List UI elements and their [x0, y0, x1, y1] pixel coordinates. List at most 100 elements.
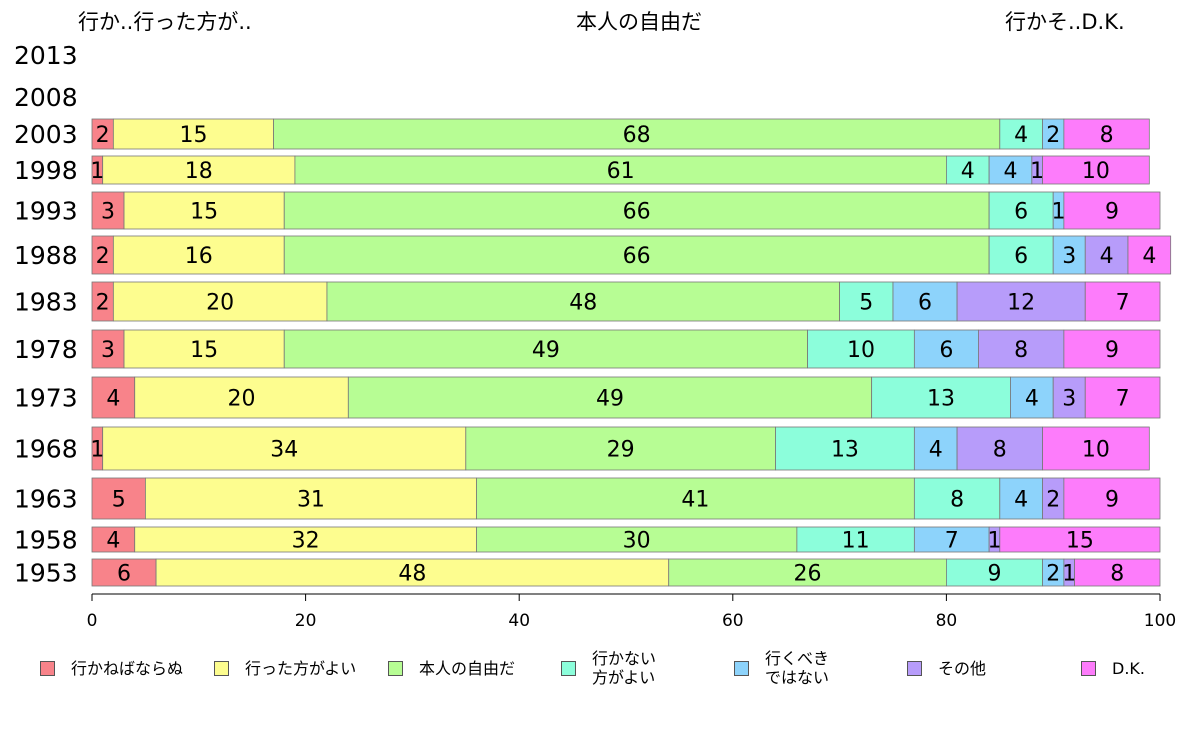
data-label: 15	[179, 123, 207, 148]
data-label: 9	[1105, 338, 1119, 363]
bar-segment	[326, 281, 841, 322]
legend-swatch	[214, 660, 229, 676]
data-label: 9	[1105, 488, 1119, 513]
legend-swatch	[1081, 660, 1096, 676]
data-label: 2	[96, 123, 110, 148]
bar-segment	[988, 235, 1054, 275]
data-label: 18	[185, 159, 213, 184]
bar-segment	[123, 191, 285, 230]
legend-label: 行った方がよい	[245, 658, 357, 678]
legend-swatch	[40, 660, 55, 676]
data-label: 48	[569, 291, 597, 316]
bar-segment	[1052, 235, 1086, 275]
bar-segment	[1063, 118, 1150, 150]
legend-label: 行かない 方がよい	[592, 649, 657, 687]
data-label: 15	[190, 338, 218, 363]
data-label: 8	[1110, 562, 1124, 587]
data-label: 5	[112, 488, 126, 513]
data-label: 10	[847, 338, 875, 363]
data-label: 10	[1082, 159, 1110, 184]
data-label: 31	[297, 488, 325, 513]
legend-swatch	[734, 660, 749, 676]
data-label: 9	[987, 562, 1001, 587]
legend-swatch	[907, 660, 922, 676]
bar-segment	[1042, 426, 1150, 471]
data-label: 2	[1046, 123, 1060, 148]
bar-segment	[956, 426, 1043, 471]
bar-segment	[91, 191, 125, 230]
data-label: 6	[939, 338, 953, 363]
bar-segment	[91, 558, 157, 587]
data-label: 16	[185, 244, 213, 269]
data-label: 3	[1062, 387, 1076, 412]
x-tick-label: 0	[87, 611, 98, 631]
bar-segment	[134, 376, 349, 419]
bar-segment	[112, 235, 285, 275]
data-label: 3	[101, 200, 115, 225]
bar-segment	[347, 376, 873, 419]
data-label: 66	[623, 244, 651, 269]
data-label: 12	[1007, 291, 1035, 316]
legend-item: 行くべき ではない	[734, 648, 829, 688]
data-label: 49	[532, 338, 560, 363]
data-label: 4	[1003, 159, 1017, 184]
bar-segment	[988, 191, 1054, 230]
data-label: 4	[961, 159, 975, 184]
data-label: 26	[794, 562, 822, 587]
bar-segment	[668, 558, 947, 587]
x-tick-label: 60	[722, 611, 744, 631]
bar-segment	[1074, 558, 1161, 587]
x-tick-label: 20	[295, 611, 317, 631]
legend-label: その他	[938, 658, 987, 678]
bar-segment	[273, 118, 1001, 150]
bar-segment	[91, 477, 146, 520]
bar-segment	[1084, 281, 1161, 322]
category-label: 1958	[14, 526, 78, 555]
bar-segment	[999, 118, 1043, 150]
bar-segment	[102, 155, 296, 185]
data-label: 11	[842, 529, 870, 554]
category-label: 1963	[14, 485, 78, 514]
legend: 行かねばならぬ 行った方がよい 本人の自由だ 行かない 方がよい 行くべき ではない その…	[0, 646, 1188, 706]
bar-segment	[1052, 376, 1086, 419]
data-label: 2	[1046, 488, 1060, 513]
data-label: 13	[831, 438, 859, 463]
data-label: 2	[96, 291, 110, 316]
data-label: 4	[1025, 387, 1039, 412]
legend-item: D.K.	[1081, 648, 1145, 688]
data-label: 7	[1116, 291, 1130, 316]
data-label: 2	[96, 244, 110, 269]
data-label: 20	[228, 387, 256, 412]
top-label-center: 本人の自由だ	[576, 10, 702, 34]
legend-item: その他	[907, 648, 986, 688]
bar-segment	[91, 376, 136, 419]
category-label: 1978	[14, 335, 78, 364]
data-label: 9	[1105, 200, 1119, 225]
bar-segment	[465, 426, 776, 471]
legend-label: 行くべき ではない	[765, 649, 830, 687]
data-label: 1	[90, 438, 104, 463]
legend-label: D.K.	[1112, 658, 1145, 678]
legend-item: 行かねばならぬ	[40, 648, 183, 688]
legend-swatch	[561, 660, 576, 676]
x-tick-label: 100	[1144, 611, 1176, 631]
data-label: 1	[1030, 159, 1044, 184]
data-label: 6	[1014, 244, 1028, 269]
data-label: 41	[681, 488, 709, 513]
top-label-right: 行かそ..D.K.	[1005, 10, 1125, 34]
legend-item: 行かない 方がよい	[561, 648, 656, 688]
data-label: 20	[206, 291, 234, 316]
bar-segment	[283, 329, 808, 369]
bar-segment	[476, 526, 798, 553]
bar-segment	[1063, 477, 1161, 520]
data-label: 3	[101, 338, 115, 363]
bar-segment	[946, 558, 1043, 587]
bar-segment	[913, 426, 958, 471]
bar-segment	[1084, 376, 1161, 419]
bar-segment	[978, 329, 1065, 369]
data-label: 6	[1014, 200, 1028, 225]
data-label: 49	[596, 387, 624, 412]
bar-segment	[1042, 155, 1150, 185]
data-label: 1	[90, 159, 104, 184]
